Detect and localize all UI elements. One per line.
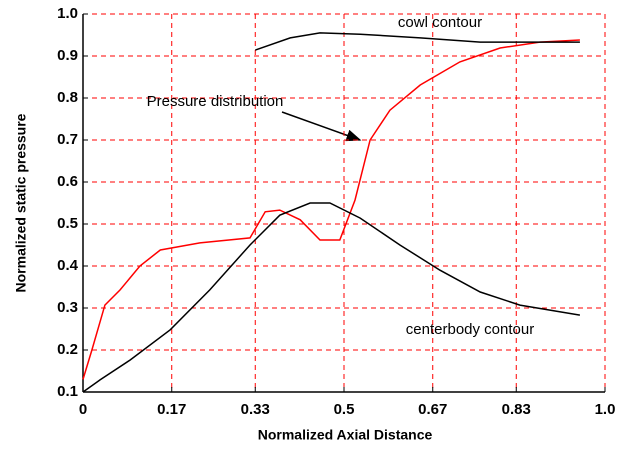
- x-tick-label: 0.83: [502, 401, 531, 418]
- x-tick-label: 0.5: [334, 401, 355, 418]
- y-tick-label: 0.1: [57, 383, 78, 400]
- x-tick-label: 0.67: [418, 401, 447, 418]
- y-tick-label: 0.9: [57, 47, 78, 64]
- x-tick-label: 0: [79, 401, 87, 418]
- y-tick-label: 0.2: [57, 341, 78, 358]
- x-tick-label: 1.0: [595, 401, 616, 418]
- annotation: Pressure distribution: [147, 93, 284, 110]
- y-axis-label: Normalized static pressure: [13, 113, 29, 292]
- annotation-arrow: [281, 111, 362, 142]
- y-tick-label: 1.0: [57, 5, 78, 22]
- y-tick-label: 0.7: [57, 131, 78, 148]
- x-tick-label: 0.17: [157, 401, 186, 418]
- y-tick-label: 0.4: [57, 257, 79, 274]
- annotation: cowl contour: [398, 14, 482, 31]
- y-tick-label: 0.5: [57, 215, 78, 232]
- y-tick-label: 0.6: [57, 173, 78, 190]
- y-tick-label: 0.8: [57, 89, 78, 106]
- y-tick-label: 0.3: [57, 299, 78, 316]
- data-line: [82, 202, 581, 393]
- x-axis-label: Normalized Axial Distance: [258, 427, 433, 443]
- data-line: [255, 32, 580, 51]
- data-line: [82, 39, 580, 380]
- annotation: centerbody contour: [406, 321, 534, 338]
- x-tick-label: 0.33: [241, 401, 270, 418]
